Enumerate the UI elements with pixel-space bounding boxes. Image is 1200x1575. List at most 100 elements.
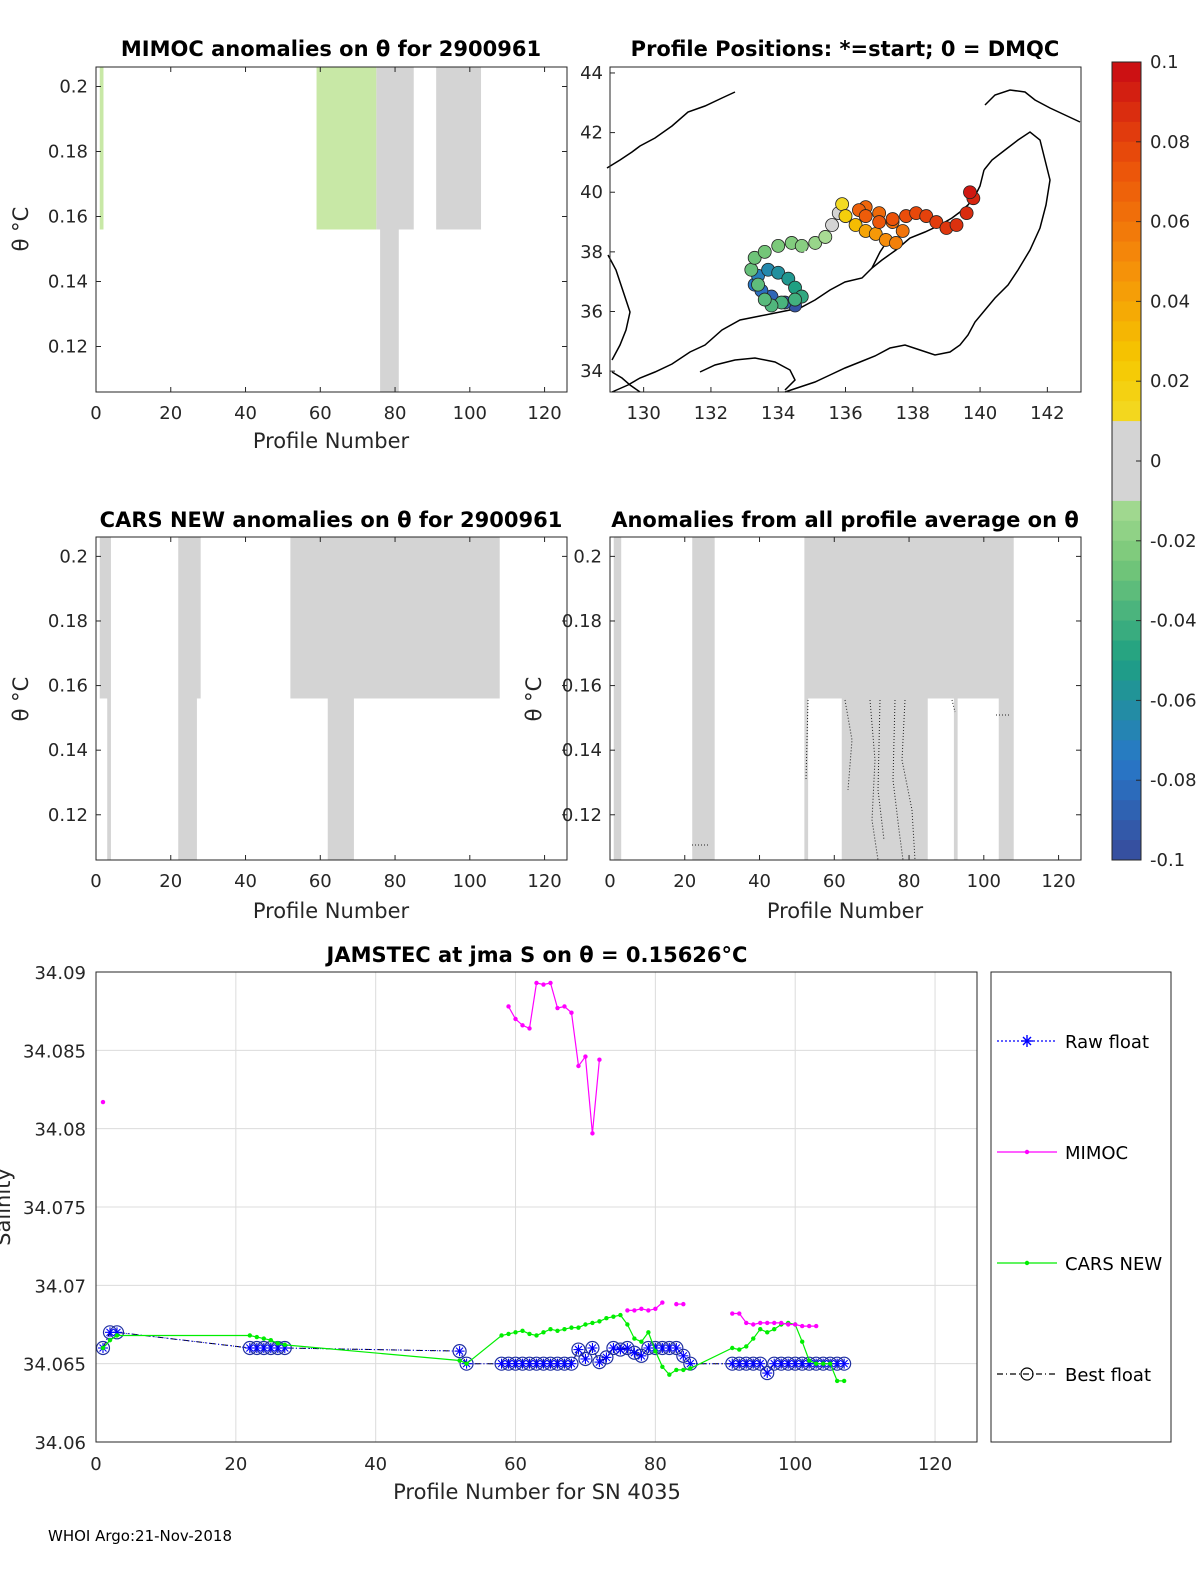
colorbar-tick-label: -0.1	[1150, 850, 1185, 871]
asterisk-stroke	[113, 1328, 121, 1337]
colorbar-step	[1112, 480, 1141, 502]
asterisk-stroke	[560, 1359, 569, 1368]
cars-new-marker	[114, 1333, 120, 1338]
colorbar-step	[1112, 161, 1141, 183]
asterisk-stroke	[553, 1359, 562, 1368]
colorbar-tick-label: 0.08	[1150, 132, 1190, 153]
asterisk-stroke	[630, 1348, 639, 1357]
cars-new-marker	[834, 1378, 840, 1384]
anomaly-cell	[178, 698, 197, 860]
x-tick-label: 20	[159, 871, 182, 892]
cars-new-marker	[541, 1330, 546, 1335]
colorbar-step	[1112, 461, 1141, 482]
x-tick-label: 132	[694, 403, 728, 424]
asterisk-stroke	[518, 1359, 527, 1368]
x-tick-label: 40	[748, 871, 771, 892]
profile-dot	[825, 218, 839, 232]
mimoc-marker	[793, 1322, 798, 1327]
colorbar-step	[1112, 520, 1141, 542]
coast-hokkaido	[984, 89, 1081, 123]
colorbar-step	[1112, 840, 1141, 861]
raw-float-marker	[741, 1358, 752, 1369]
average-anomaly-cells	[613, 537, 1014, 860]
cars-ticks: 0 20 40 60 80 100 120 0.2 0.18 0.16 0.14 0.12	[48, 537, 567, 892]
mimoc-panel: 0 20 40 60 80 100 120 0.2 0.18 0.16 0.14 0.12 MIMOC…	[9, 37, 568, 453]
profile-dot	[835, 197, 850, 212]
asterisk-stroke	[651, 1344, 660, 1352]
x-tick-label: 0	[90, 403, 101, 424]
dot-marker-icon	[1024, 1260, 1030, 1266]
raw-float-marker	[580, 1353, 591, 1364]
colorbar-step	[1112, 820, 1141, 841]
colorbar: 0.1 0.08 0.06 0.04 0.02 0 -0.02 -0.04 -0.06 -0.08…	[1111, 52, 1197, 871]
mimoc-axes-box	[95, 66, 568, 393]
start-asterisk-icon	[798, 250, 813, 265]
colorbar-tick-label: -0.06	[1150, 690, 1197, 711]
mimoc-marker	[786, 1322, 791, 1327]
mimoc-cells	[99, 67, 482, 392]
anomaly-cell	[613, 537, 622, 860]
x-tick-label: 120	[527, 871, 561, 892]
asterisk-stroke	[616, 1345, 625, 1354]
cars-new-marker	[667, 1372, 672, 1377]
colorbar-step	[1112, 121, 1141, 143]
average-anomaly-panel: 0 20 40 60 80 100 120 0.2 0.18 0.16 0.14 0.12 Anoma…	[522, 508, 1082, 923]
y-tick-label: 0.16	[562, 676, 602, 697]
raw-float-marker	[111, 1327, 122, 1338]
asterisk-stroke	[511, 1359, 520, 1368]
profile-dot	[889, 236, 903, 250]
colorbar-step	[1112, 281, 1141, 302]
y-tick-label: 38	[580, 242, 603, 263]
asterisk-stroke	[525, 1359, 534, 1368]
legend-cars-new: CARS NEW	[997, 1254, 1162, 1275]
x-tick-label: 40	[364, 1454, 387, 1475]
mimoc-marker	[548, 980, 553, 986]
coast-kyushu	[611, 371, 641, 393]
raw-float-marker	[272, 1343, 283, 1353]
colorbar-step	[1112, 640, 1141, 661]
x-tick-label: 80	[898, 871, 921, 892]
profile-dot	[788, 292, 802, 307]
colorbar-ticks: 0.1 0.08 0.06 0.04 0.02 0 -0.02 -0.04 -0.06 -0.08…	[1136, 52, 1197, 871]
mimoc-xlabel: Profile Number	[253, 429, 410, 453]
cars-new-marker	[247, 1333, 253, 1338]
cars-new-marker	[632, 1336, 637, 1341]
coast-korea-south	[607, 254, 631, 361]
salinity-series	[95, 980, 852, 1384]
x-tick-label: 40	[234, 403, 257, 424]
mimoc-marker	[660, 1300, 665, 1305]
salinity-legend: Raw float MIMOC CARS NEW Best float	[990, 971, 1172, 1443]
raw-float-marker	[594, 1357, 605, 1368]
colorbar-step	[1112, 540, 1141, 562]
anomaly-cell	[998, 698, 1014, 860]
y-tick-label: 0.12	[48, 337, 88, 358]
raw-float-marker	[573, 1344, 584, 1355]
cars-new-marker	[513, 1330, 518, 1335]
salinity-xlabel: Profile Number for SN 4035	[393, 1480, 681, 1504]
asterisk-stroke	[770, 1359, 779, 1368]
asterisk-stroke	[637, 1351, 646, 1360]
profile-dot	[771, 238, 786, 253]
x-tick-label: 80	[384, 871, 407, 892]
x-tick-label: 100	[778, 1454, 812, 1475]
best-float-marker	[585, 1340, 600, 1356]
mimoc-marker	[506, 1004, 511, 1009]
average-anomaly-ylabel: θ °C	[522, 677, 546, 722]
x-tick-label: 0	[90, 1454, 101, 1475]
x-tick-label: 142	[1030, 403, 1064, 424]
cars-new-marker	[744, 1344, 749, 1349]
best-float-marker	[459, 1356, 474, 1371]
mimoc-marker	[597, 1057, 602, 1062]
mimoc-marker	[590, 1131, 595, 1136]
raw-float-marker	[776, 1358, 787, 1369]
raw-float-marker	[643, 1343, 654, 1353]
asterisk-stroke	[756, 1359, 765, 1368]
colorbar-step	[1112, 760, 1141, 781]
anomaly-cell	[953, 698, 958, 860]
cars-new-marker	[681, 1367, 686, 1373]
asterisk-stroke	[539, 1359, 548, 1368]
y-tick-label: 44	[580, 63, 603, 84]
profile-dot	[959, 206, 974, 221]
colorbar-step	[1112, 740, 1141, 761]
